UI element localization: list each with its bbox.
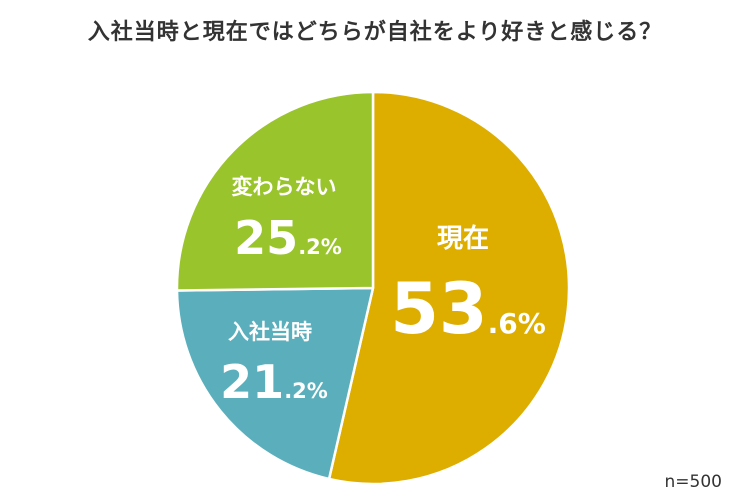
slice-value-3: 25.2% [234,211,342,265]
chart-title: 入社当時と現在ではどちらが自社をより好きと感じる？ [87,20,663,45]
slice-value-2: 21.2% [220,355,328,409]
sample-size-note: n=500 [664,472,722,492]
slice-value-1: 53.6% [390,268,546,350]
pie-slice-2 [175,286,375,481]
slice-label-1: 現在 [437,224,489,254]
pie-slice-1 [327,90,571,486]
slice-label-2: 入社当時 [228,320,312,344]
slice-label-3: 変わらない [232,175,337,199]
pie-slice-3 [175,90,375,292]
